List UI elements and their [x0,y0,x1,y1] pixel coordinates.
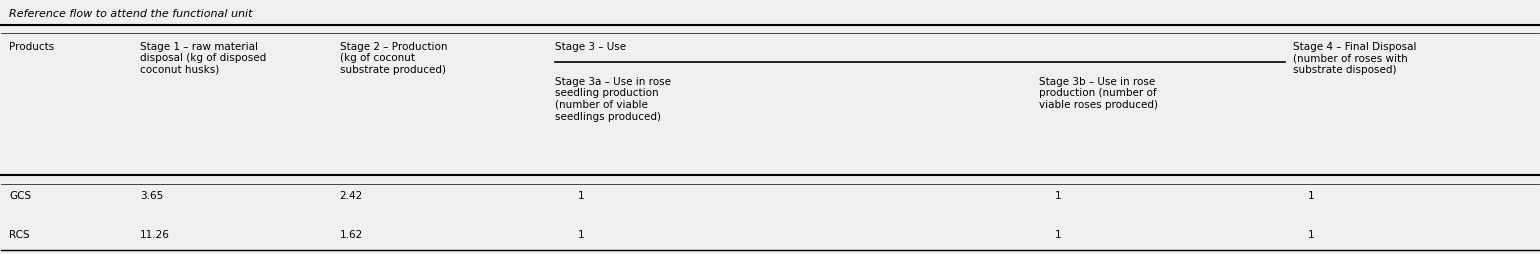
Text: 1: 1 [1055,191,1061,201]
Text: Stage 1 – raw material
disposal (kg of disposed
coconut husks): Stage 1 – raw material disposal (kg of d… [140,42,266,75]
Text: Stage 3a – Use in rose
seedling production
(number of viable
seedlings produced): Stage 3a – Use in rose seedling producti… [554,77,671,122]
Text: Stage 3b – Use in rose
production (number of
viable roses produced): Stage 3b – Use in rose production (numbe… [1040,77,1158,110]
Text: 1: 1 [578,191,585,201]
Text: Stage 3 – Use: Stage 3 – Use [554,42,625,52]
Text: 1: 1 [1307,230,1315,240]
Text: RCS: RCS [9,230,29,240]
Text: 1: 1 [1055,230,1061,240]
Text: 3.65: 3.65 [140,191,163,201]
Text: Reference flow to attend the functional unit: Reference flow to attend the functional … [9,9,253,19]
Text: 1: 1 [578,230,585,240]
Text: Stage 2 – Production
(kg of coconut
substrate produced): Stage 2 – Production (kg of coconut subs… [340,42,447,75]
Text: 11.26: 11.26 [140,230,169,240]
Text: 1.62: 1.62 [340,230,363,240]
Text: Products: Products [9,42,54,52]
Text: 2.42: 2.42 [340,191,363,201]
Text: GCS: GCS [9,191,31,201]
Text: 1: 1 [1307,191,1315,201]
Text: Stage 4 – Final Disposal
(number of roses with
substrate disposed): Stage 4 – Final Disposal (number of rose… [1292,42,1417,75]
